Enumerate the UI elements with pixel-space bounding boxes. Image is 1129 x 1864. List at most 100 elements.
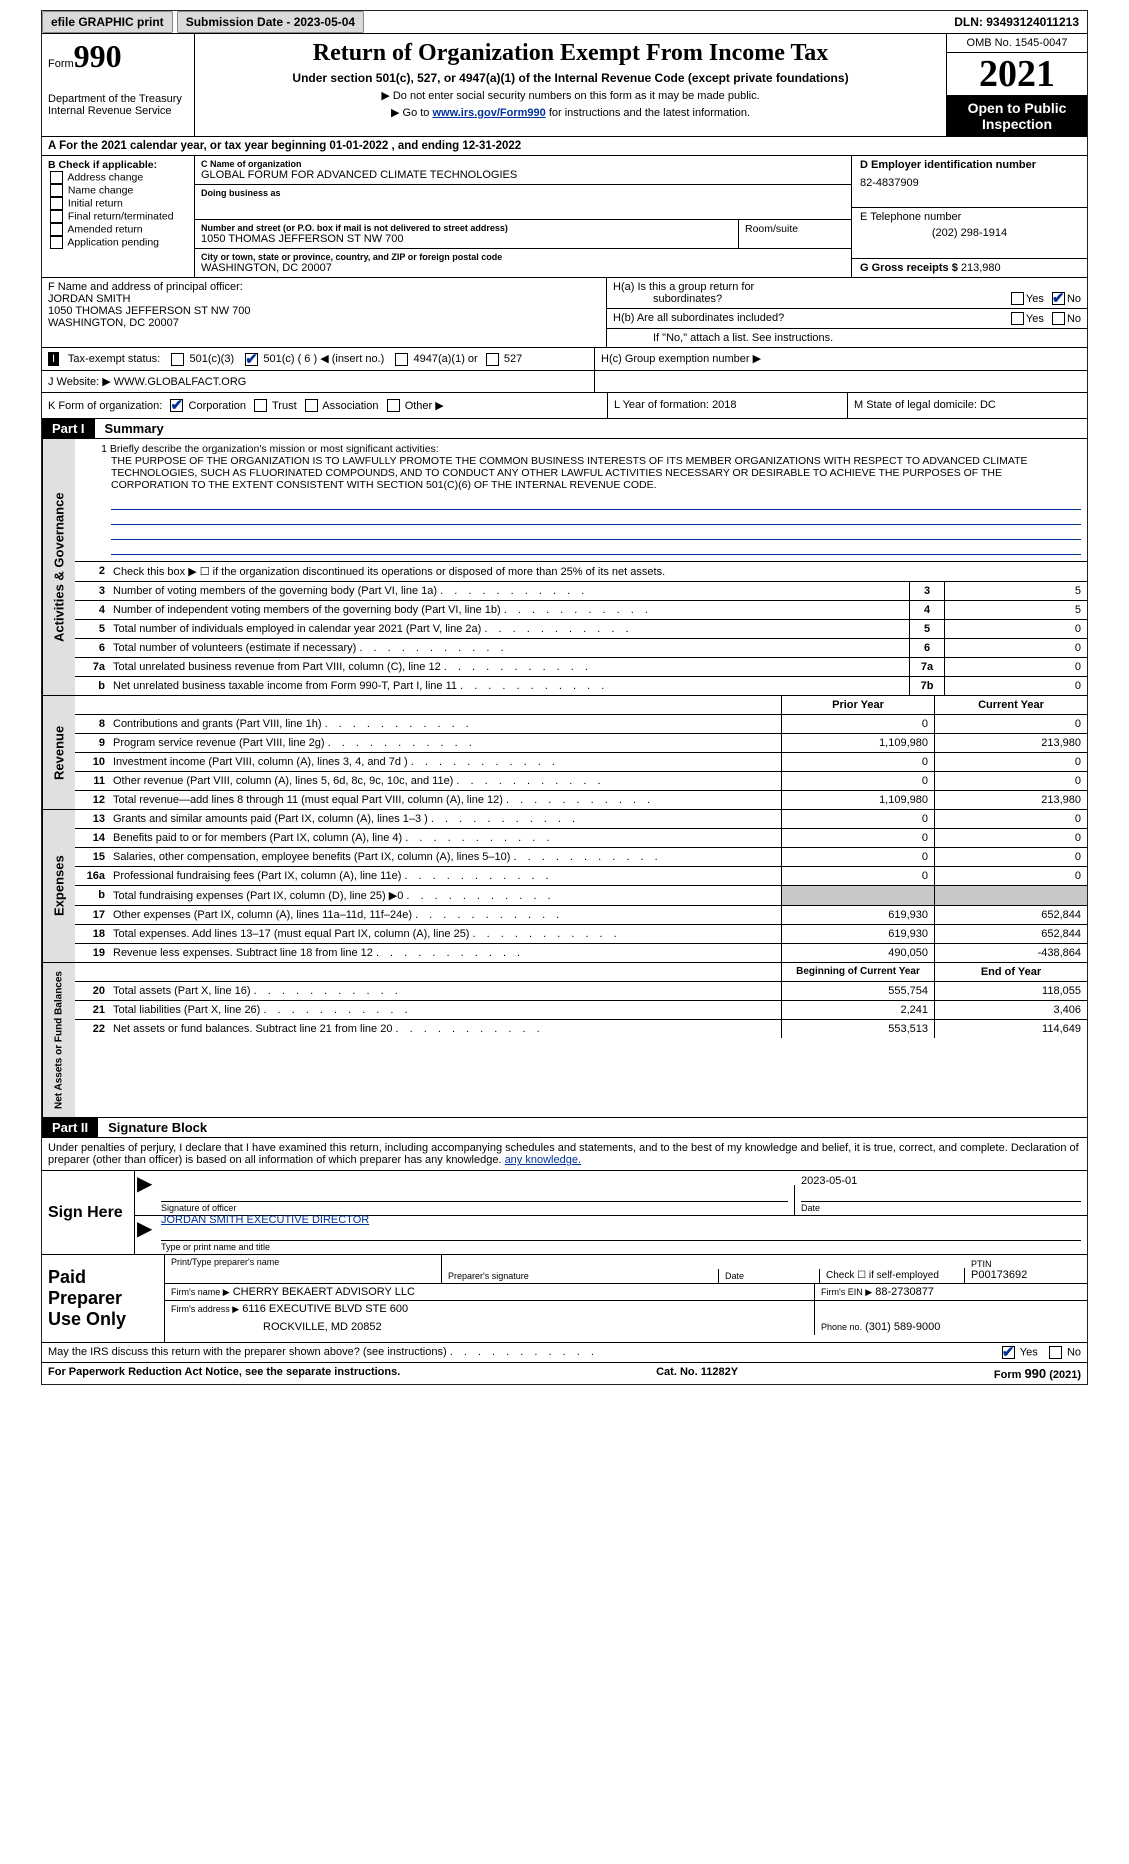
data-line-10: 10Investment income (Part VIII, column (…: [75, 753, 1087, 772]
col-c-org-info: C Name of organization GLOBAL FORUM FOR …: [195, 156, 852, 277]
any-knowledge-link[interactable]: any knowledge.: [505, 1154, 581, 1166]
line-num: 14: [75, 829, 109, 847]
section-netassets: Net Assets or Fund Balances Beginning of…: [42, 963, 1087, 1118]
line-num: 4: [75, 601, 109, 619]
line-num: 17: [75, 906, 109, 924]
chk-name-change[interactable]: Name change: [48, 184, 188, 197]
form-title: Return of Organization Exempt From Incom…: [201, 40, 940, 67]
chk-4947[interactable]: [395, 353, 408, 366]
line-2: 2 Check this box ▶ ☐ if the organization…: [75, 561, 1087, 582]
hb-yes-checkbox[interactable]: [1011, 312, 1024, 325]
chk-501c3[interactable]: [171, 353, 184, 366]
street-value: 1050 THOMAS JEFFERSON ST NW 700: [201, 233, 732, 245]
curr-val: 0: [934, 715, 1087, 733]
line-val: 0: [944, 620, 1087, 638]
submission-date: Submission Date - 2023-05-04: [177, 11, 364, 33]
page-footer: For Paperwork Reduction Act Notice, see …: [42, 1363, 1087, 1384]
curr-val: 0: [934, 867, 1087, 885]
website-label: J Website: ▶: [48, 376, 111, 388]
lbl-address-change: Address change: [67, 171, 143, 183]
line2-text: Check this box ▶ ☐ if the organization d…: [109, 562, 1087, 581]
irs-link[interactable]: www.irs.gov/Form990: [432, 107, 545, 119]
chk-initial-return[interactable]: Initial return: [48, 197, 188, 210]
line-num: 10: [75, 753, 109, 771]
discuss-yes-checkbox[interactable]: [1002, 1346, 1015, 1359]
chk-address-change[interactable]: Address change: [48, 171, 188, 184]
line-val: 0: [944, 639, 1087, 657]
header-right: OMB No. 1545-0047 2021 Open to Public In…: [946, 34, 1087, 136]
chk-trust[interactable]: [254, 399, 267, 412]
firm-addr-cell: Firm's address ▶ 6116 EXECUTIVE BLVD STE…: [165, 1301, 815, 1335]
ha-yes-checkbox[interactable]: [1011, 292, 1024, 305]
data-line-12: 12Total revenue—add lines 8 through 11 (…: [75, 791, 1087, 809]
curr-val: 3,406: [934, 1001, 1087, 1019]
data-line-16a: 16aProfessional fundraising fees (Part I…: [75, 867, 1087, 886]
ein-value: 82-4837909: [860, 177, 1079, 189]
chk-amended-return[interactable]: Amended return: [48, 223, 188, 236]
line-num: b: [75, 677, 109, 695]
chk-501c[interactable]: [245, 353, 258, 366]
lbl-527: 527: [504, 353, 522, 365]
chk-final-return[interactable]: Final return/terminated: [48, 210, 188, 223]
prep-name-cell: Print/Type preparer's name: [165, 1255, 442, 1283]
chk-corporation[interactable]: [170, 399, 183, 412]
line2-num: 2: [75, 562, 109, 581]
netassets-year-header: Beginning of Current Year End of Year: [75, 963, 1087, 982]
line-text: Other revenue (Part VIII, column (A), li…: [109, 772, 781, 790]
self-employed-cell: Check ☐ if self-employed: [820, 1268, 965, 1283]
current-year-hdr: Current Year: [934, 696, 1087, 714]
form-header: Form990 Department of the Treasury Inter…: [42, 34, 1087, 137]
curr-val: 118,055: [934, 982, 1087, 1000]
lbl-amended-return: Amended return: [67, 223, 142, 235]
prior-val: 1,109,980: [781, 791, 934, 809]
data-line-18: 18Total expenses. Add lines 13–17 (must …: [75, 925, 1087, 944]
signature-block: Under penalties of perjury, I declare th…: [42, 1138, 1087, 1363]
form-of-org: K Form of organization: Corporation Trus…: [42, 393, 607, 419]
chk-application-pending[interactable]: Application pending: [48, 236, 188, 249]
street-cell: Number and street (or P.O. box if mail i…: [195, 220, 739, 248]
line-text: Net assets or fund balances. Subtract li…: [109, 1020, 781, 1038]
prior-val: 490,050: [781, 944, 934, 962]
state-domicile: M State of legal domicile: DC: [847, 393, 1087, 419]
line-val: 0: [944, 658, 1087, 676]
data-line-11: 11Other revenue (Part VIII, column (A), …: [75, 772, 1087, 791]
chk-527[interactable]: [486, 353, 499, 366]
chk-association[interactable]: [305, 399, 318, 412]
m-label: M State of legal domicile:: [854, 399, 977, 411]
line-num: 9: [75, 734, 109, 752]
form-number: 990: [74, 38, 122, 74]
mission-blank-4: [111, 541, 1081, 555]
curr-val: 0: [934, 810, 1087, 828]
line-num: 8: [75, 715, 109, 733]
chk-other[interactable]: [387, 399, 400, 412]
revenue-label: Revenue: [42, 696, 75, 809]
part1-title: Summary: [95, 421, 164, 436]
row-j-website: J Website: ▶ WWW.GLOBALFACT.ORG: [42, 371, 1087, 393]
efile-button[interactable]: efile GRAPHIC print: [42, 11, 173, 33]
line-1: 1 Briefly describe the organization's mi…: [75, 439, 1087, 495]
row-i-hc: I Tax-exempt status: 501(c)(3) 501(c) ( …: [42, 348, 1087, 371]
curr-val: 0: [934, 829, 1087, 847]
part2-header-row: Part II Signature Block: [42, 1118, 1087, 1138]
gross-label: G Gross receipts $: [860, 262, 958, 274]
l-label: L Year of formation:: [614, 399, 709, 411]
form-page: efile GRAPHIC print Submission Date - 20…: [41, 10, 1088, 1385]
form-subtitle: Under section 501(c), 527, or 4947(a)(1)…: [201, 71, 940, 85]
firm-name-line: Firm's name ▶ CHERRY BEKAERT ADVISORY LL…: [165, 1284, 1087, 1301]
hc-row: H(c) Group exemption number ▶: [595, 348, 1087, 370]
gov-line-7a: 7aTotal unrelated business revenue from …: [75, 658, 1087, 677]
firm-ein-label: Firm's EIN ▶: [821, 1287, 872, 1297]
sig-officer-line: ▶ Signature of officer 2023-05-01 Date: [135, 1171, 1087, 1216]
line-text: Contributions and grants (Part VIII, lin…: [109, 715, 781, 733]
hb-no-checkbox[interactable]: [1052, 312, 1065, 325]
ha-no-checkbox[interactable]: [1052, 292, 1065, 305]
gross-row: G Gross receipts $ 213,980: [852, 259, 1087, 277]
data-line-17: 17Other expenses (Part IX, column (A), l…: [75, 906, 1087, 925]
lbl-4947: 4947(a)(1) or: [414, 353, 478, 365]
line-text: Net unrelated business taxable income fr…: [109, 677, 909, 695]
dba-label: Doing business as: [201, 188, 845, 198]
line-text: Number of voting members of the governin…: [109, 582, 909, 600]
discuss-no-checkbox[interactable]: [1049, 1346, 1062, 1359]
form-prefix: Form: [48, 58, 74, 70]
prior-val: 0: [781, 772, 934, 790]
